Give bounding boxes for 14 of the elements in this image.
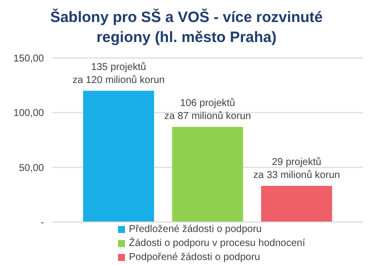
bar xyxy=(261,186,332,222)
data-label: 135 projektů za 120 milionů korun xyxy=(72,60,165,86)
data-label: 106 projektů za 87 milionů korun xyxy=(164,96,251,122)
bar xyxy=(83,90,154,222)
data-label: 29 projektů za 33 milionů korun xyxy=(253,156,340,181)
chart-title: Šablony pro SŠ a VOŠ - více rozvinuté regiony (hl. město Praha) xyxy=(49,8,324,48)
y-tick-label: 100,00 xyxy=(13,108,44,120)
bar xyxy=(172,126,244,222)
legend-label: Předložené žádosti o podporu xyxy=(128,224,262,235)
legend-label: Žádosti o podporu v procesu hodnocení xyxy=(128,238,306,249)
legend-label: Podpořené žádosti o podporu xyxy=(128,252,260,263)
y-tick-label: - xyxy=(40,218,44,229)
y-tick-label: 150,00 xyxy=(13,54,44,65)
y-tick-label: 50,00 xyxy=(18,162,44,174)
